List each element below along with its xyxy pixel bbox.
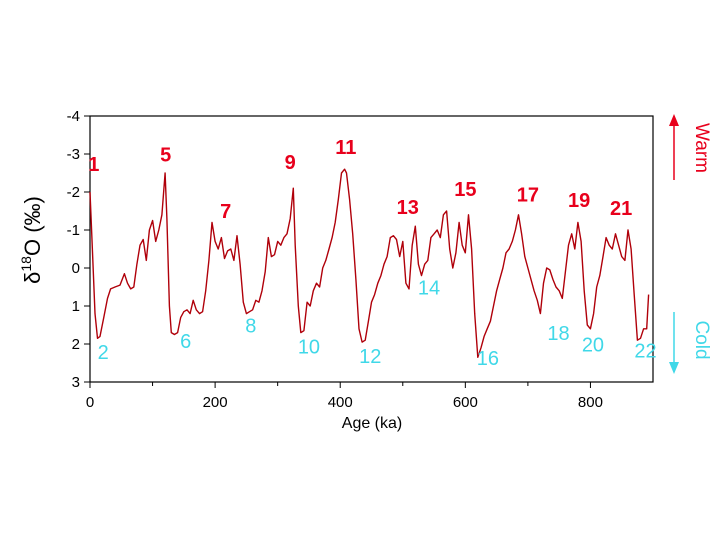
x-tick-label: 400 xyxy=(328,394,353,411)
cold-indicator: Cold xyxy=(669,312,712,374)
cold-arrow-head xyxy=(669,362,679,374)
mis-stage-label-14: 14 xyxy=(418,278,440,300)
y-tick-label: -4 xyxy=(67,108,80,125)
mis-stage-label-10: 10 xyxy=(298,337,320,359)
mis-stage-label-1: 1 xyxy=(88,154,99,176)
mis-stage-label-6: 6 xyxy=(180,331,191,353)
mis-stage-label-20: 20 xyxy=(582,335,604,357)
plot-frame xyxy=(89,115,654,383)
cold-label: Cold xyxy=(691,320,712,359)
x-tick-label: 600 xyxy=(453,394,478,411)
y-tick-label: 1 xyxy=(72,298,80,315)
mis-stage-label-2: 2 xyxy=(98,342,109,364)
y-tick-label: 0 xyxy=(72,260,80,277)
y-tick-label: -3 xyxy=(67,146,80,163)
mis-stage-label-18: 18 xyxy=(547,323,569,345)
mis-stage-label-19: 19 xyxy=(568,190,590,212)
warm-indicator: Warm xyxy=(669,114,712,180)
x-tick-label: 800 xyxy=(578,394,603,411)
mis-stage-label-8: 8 xyxy=(245,316,256,338)
y-axis-title: δ18O (‰) xyxy=(18,196,45,284)
x-tick-label: 200 xyxy=(203,394,228,411)
warm-label: Warm xyxy=(691,123,712,173)
mis-stage-label-17: 17 xyxy=(517,185,539,207)
y-tick-label: -2 xyxy=(67,184,80,201)
mis-stage-label-5: 5 xyxy=(160,145,171,167)
mis-stage-label-15: 15 xyxy=(454,179,476,201)
y-tick-label: -1 xyxy=(67,222,80,239)
y-tick-label: 3 xyxy=(72,374,80,391)
x-axis-title: Age (ka) xyxy=(342,415,402,432)
y-axis-title-superscript: 18 xyxy=(18,256,34,272)
mis-stage-label-11: 11 xyxy=(335,137,356,159)
mis-stage-label-16: 16 xyxy=(477,348,499,370)
y-axis-title-rest: O (‰) xyxy=(20,196,45,256)
mis-stage-label-7: 7 xyxy=(220,201,231,223)
mis-stage-label-21: 21 xyxy=(610,198,632,220)
y-tick-label: 2 xyxy=(72,336,80,353)
mis-stage-label-9: 9 xyxy=(285,152,296,174)
mis-stage-label-12: 12 xyxy=(359,346,381,368)
mis-stage-label-13: 13 xyxy=(397,197,419,219)
d18o-series-line xyxy=(89,168,650,358)
y-axis-ticks: -4 -3 -2 -1 0 1 2 3 xyxy=(67,108,90,391)
mis-stage-label-22: 22 xyxy=(634,340,656,362)
x-axis-ticks: 0 200 400 600 800 xyxy=(86,382,603,411)
series-layer xyxy=(89,168,650,358)
warm-arrow-head xyxy=(669,114,679,126)
x-tick-label: 0 xyxy=(86,394,94,411)
y-axis-title-delta: δ xyxy=(20,272,45,284)
plot-area xyxy=(89,115,654,383)
